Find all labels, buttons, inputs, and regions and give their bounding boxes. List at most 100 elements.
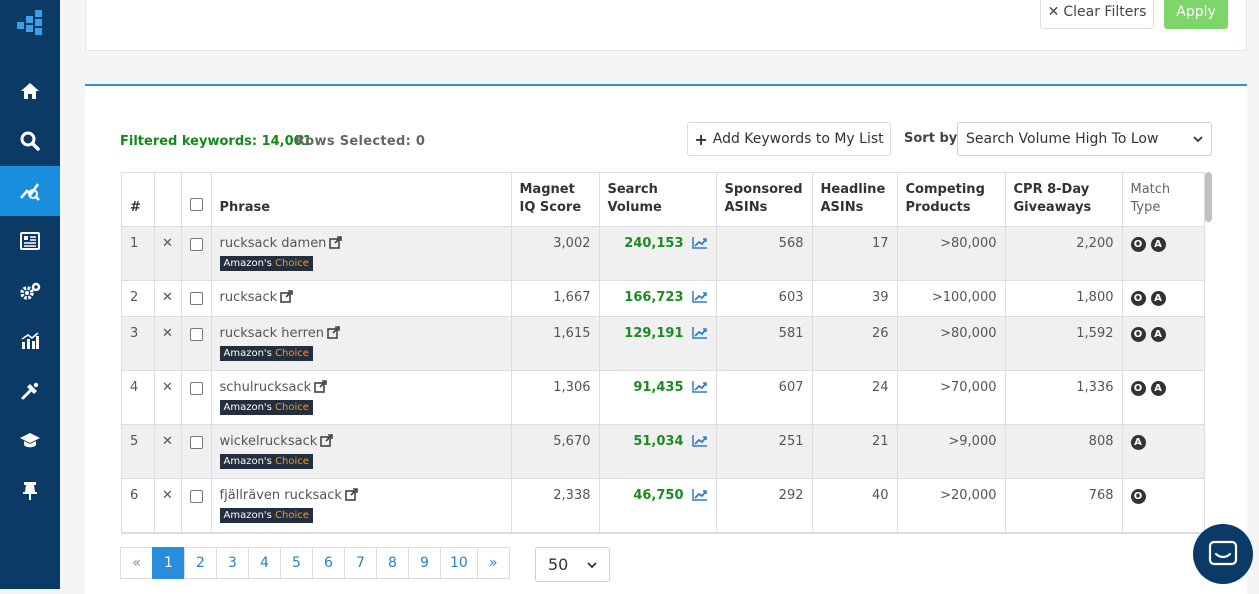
- row-checkbox[interactable]: [189, 327, 203, 341]
- remove-row-icon[interactable]: ✕: [162, 487, 173, 503]
- table-row[interactable]: 6 ✕ fjällräven rucksack Amazon's Choice 2,33…: [122, 478, 1204, 533]
- row-number: 1: [122, 226, 155, 281]
- nav-home[interactable]: [0, 66, 60, 116]
- table-row[interactable]: 5 ✕ wickelrucksack Amazon's Choice 5,670 51,0…: [122, 424, 1204, 479]
- sort-by-select[interactable]: Search Volume High To Low: [957, 122, 1212, 156]
- match-type-o-badge: O: [1130, 488, 1146, 504]
- page-7[interactable]: 7: [344, 547, 377, 579]
- row-checkbox[interactable]: [189, 381, 203, 395]
- table-row[interactable]: 2 ✕ rucksack 1,667 166,723 603 39 >100,000 1,800…: [122, 280, 1204, 317]
- nav-keyword-research[interactable]: [0, 166, 60, 216]
- remove-row-icon[interactable]: ✕: [162, 289, 173, 305]
- match-type-o-badge: O: [1130, 290, 1146, 306]
- apply-button[interactable]: Apply: [1164, 0, 1228, 29]
- external-link-icon[interactable]: [320, 433, 334, 451]
- phrase-text[interactable]: rucksack herren: [219, 325, 324, 341]
- row-checkbox[interactable]: [189, 237, 203, 251]
- page-3[interactable]: 3: [216, 547, 249, 579]
- per-page-select[interactable]: 50: [535, 547, 610, 582]
- magnet-iq-score: 3,002: [511, 226, 600, 281]
- chat-launcher-button[interactable]: [1193, 524, 1253, 584]
- page-1[interactable]: 1: [152, 547, 185, 579]
- external-link-icon[interactable]: [329, 235, 343, 253]
- select-all-checkbox[interactable]: [189, 197, 203, 211]
- add-keywords-label: Add Keywords to My List: [712, 131, 884, 147]
- cpr-giveaways: 1,800: [1005, 280, 1123, 317]
- filter-panel: ✕ Clear Filters Apply: [85, 0, 1247, 51]
- nav-listing[interactable]: [0, 216, 60, 266]
- phrase-text[interactable]: rucksack damen: [219, 235, 327, 251]
- nav-tools[interactable]: [0, 366, 60, 416]
- col-sponsored-header[interactable]: Sponsored ASINs: [716, 173, 813, 227]
- page-2[interactable]: 2: [184, 547, 217, 579]
- magnet-iq-score: 1,667: [511, 280, 600, 317]
- external-link-icon[interactable]: [345, 487, 358, 505]
- col-miq-header[interactable]: Magnet IQ Score: [511, 173, 600, 227]
- table-row[interactable]: 4 ✕ schulrucksack Amazon's Choice 1,306 91,43…: [122, 370, 1204, 425]
- remove-row-icon[interactable]: ✕: [162, 235, 173, 251]
- col-sv-header[interactable]: Search Volume: [599, 173, 717, 227]
- nav-operations[interactable]: [0, 266, 60, 316]
- page-6[interactable]: 6: [312, 547, 345, 579]
- trend-chart-icon[interactable]: [691, 236, 708, 253]
- sort-by-label: Sort by:: [904, 131, 963, 146]
- trend-chart-icon[interactable]: [691, 488, 708, 505]
- phrase-cell: rucksack damen Amazon's Choice: [211, 226, 512, 281]
- logo-icon[interactable]: [17, 10, 45, 36]
- page-4[interactable]: 4: [248, 547, 281, 579]
- badge-choice-text: Choice: [275, 401, 309, 413]
- search-volume-cell: 240,153: [599, 226, 717, 281]
- remove-row-icon[interactable]: ✕: [162, 379, 173, 395]
- page-prev[interactable]: «: [120, 547, 153, 579]
- page-9[interactable]: 9: [408, 547, 441, 579]
- page-10[interactable]: 10: [440, 547, 478, 579]
- page-5[interactable]: 5: [280, 547, 313, 579]
- sidebar: [0, 0, 60, 589]
- competing-products: >20,000: [897, 478, 1006, 533]
- add-keywords-button[interactable]: + Add Keywords to My List: [687, 122, 891, 156]
- clear-filters-button[interactable]: ✕ Clear Filters: [1040, 0, 1154, 29]
- table-row[interactable]: 1 ✕ rucksack damen Amazon's Choice 3,002 240,…: [122, 226, 1204, 281]
- nav-analytics[interactable]: [0, 316, 60, 366]
- pagination: « 1 2 3 4 5 6 7 8 9 10 »: [120, 547, 510, 579]
- home-icon: [21, 83, 39, 99]
- row-checkbox[interactable]: [189, 291, 203, 305]
- row-checkbox[interactable]: [189, 489, 203, 503]
- match-type-a-badge: A: [1150, 236, 1166, 252]
- page-next[interactable]: »: [476, 547, 510, 579]
- col-cpr-header[interactable]: CPR 8-Day Giveaways: [1005, 173, 1123, 227]
- table-row[interactable]: [122, 532, 1204, 533]
- phrase-text[interactable]: fjällräven rucksack: [219, 487, 342, 503]
- col-phrase-header[interactable]: Phrase: [211, 173, 512, 227]
- table-scrollbar[interactable]: [1205, 172, 1213, 534]
- col-headline-header[interactable]: Headline ASINs: [812, 173, 898, 227]
- remove-row-icon[interactable]: ✕: [162, 325, 173, 341]
- search-volume-cell: 166,723: [599, 280, 717, 317]
- nav-academy[interactable]: [0, 416, 60, 466]
- cpr-giveaways: 1,592: [1005, 316, 1123, 371]
- remove-row-icon[interactable]: ✕: [162, 433, 173, 449]
- table-row[interactable]: 3 ✕ rucksack herren Amazon's Choice 1,615 129…: [122, 316, 1204, 371]
- row-checkbox[interactable]: [189, 435, 203, 449]
- page-8[interactable]: 8: [376, 547, 409, 579]
- nav-pinned[interactable]: [0, 466, 60, 516]
- col-competing-header[interactable]: Competing Products: [897, 173, 1006, 227]
- phrase-text[interactable]: schulrucksack: [219, 379, 312, 395]
- match-type-o-badge: O: [1130, 380, 1146, 396]
- headline-asins: 24: [812, 370, 898, 425]
- badge-choice-text: Choice: [275, 347, 309, 359]
- trend-chart-icon[interactable]: [691, 434, 708, 451]
- trend-chart-icon[interactable]: [691, 290, 708, 307]
- listing-icon: [20, 232, 40, 250]
- external-link-icon[interactable]: [280, 289, 293, 307]
- trend-chart-icon[interactable]: [691, 380, 708, 397]
- external-link-icon[interactable]: [314, 379, 327, 397]
- phrase-text[interactable]: rucksack: [219, 289, 278, 305]
- external-link-icon[interactable]: [327, 325, 340, 343]
- search-volume-cell: 46,750: [599, 478, 717, 533]
- trend-chart-icon[interactable]: [691, 326, 708, 343]
- phrase-text[interactable]: wickelrucksack: [219, 433, 318, 449]
- nav-search[interactable]: [0, 116, 60, 166]
- scrollbar-thumb[interactable]: [1205, 172, 1212, 222]
